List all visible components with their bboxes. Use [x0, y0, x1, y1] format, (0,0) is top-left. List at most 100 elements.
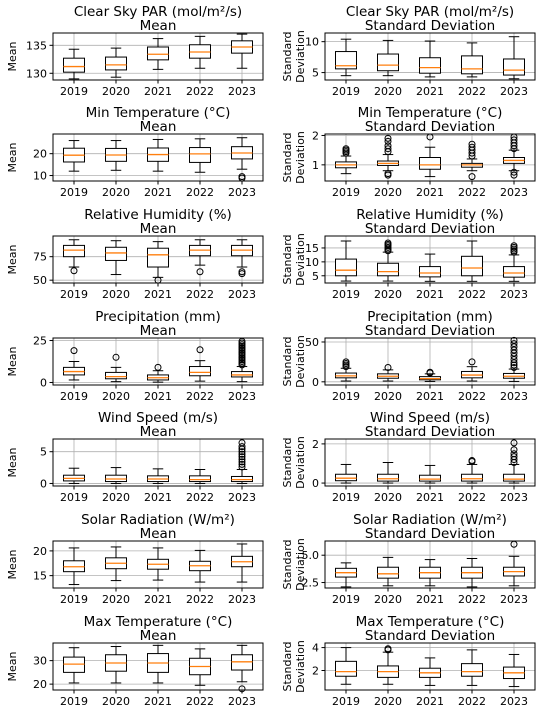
box-iqr [503, 266, 525, 278]
box-2021 [419, 464, 441, 484]
box-2023 [231, 239, 253, 278]
chart-panel: Solar Radiation (W/m²)Standard Deviation… [281, 512, 536, 606]
box-2022 [461, 42, 483, 78]
y-tick-label: 0 [312, 376, 319, 389]
x-tick-label: 2023 [500, 288, 528, 301]
chart-title: Max Temperature (°C) [84, 614, 233, 630]
box-2020 [377, 239, 399, 282]
outlier-point [510, 168, 518, 176]
x-tick-label: 2020 [374, 491, 402, 504]
x-tick-label: 2021 [144, 85, 172, 98]
box-2022 [189, 35, 211, 69]
x-tick-label: 2020 [102, 288, 130, 301]
y-tick-label: 0 [312, 477, 319, 490]
box-iqr [377, 53, 399, 72]
box-iqr [189, 366, 211, 377]
box-2023 [231, 543, 253, 583]
x-tick-label: 2021 [144, 390, 172, 403]
outlier-point [238, 268, 246, 276]
box-2020 [105, 467, 127, 484]
x-tick-label: 2021 [416, 593, 444, 606]
outlier-point [384, 239, 392, 247]
box-2022 [189, 138, 211, 173]
box-2020 [105, 140, 127, 171]
box-iqr [461, 663, 483, 677]
x-tick-label: 2022 [186, 593, 214, 606]
outlier-point [384, 142, 392, 150]
y-tick-label: 2.5 [302, 577, 320, 590]
outlier-point [238, 270, 246, 278]
box-2023 [503, 36, 525, 80]
chart-title: Clear Sky PAR (mol/m²/s) [346, 4, 514, 20]
x-tick-label: 2020 [374, 288, 402, 301]
x-tick-label: 2021 [144, 695, 172, 708]
y-tick-label: 2 [312, 665, 319, 678]
outlier-point [238, 458, 246, 466]
x-tick-label: 2021 [144, 491, 172, 504]
x-tick-label: 2023 [228, 85, 256, 98]
x-tick-label: 2019 [60, 186, 88, 199]
x-tick-label: 2021 [144, 288, 172, 301]
outlier-point [510, 453, 518, 461]
box-2021 [147, 241, 169, 284]
box-2019 [63, 140, 85, 172]
box-iqr [105, 371, 127, 380]
x-tick-label: 2020 [102, 390, 130, 403]
y-axis-label: StandardDeviation [281, 233, 307, 286]
x-tick-label: 2020 [374, 186, 402, 199]
y-tick-label: 50 [305, 336, 319, 349]
box-2022 [461, 649, 483, 686]
box-2022 [189, 648, 211, 686]
box-iqr [147, 247, 169, 268]
box-2023 [503, 242, 525, 282]
outlier-point [510, 446, 518, 454]
x-tick-label: 2022 [458, 186, 486, 199]
x-tick-label: 2019 [60, 288, 88, 301]
x-tick-label: 2022 [458, 491, 486, 504]
outlier-point [238, 453, 246, 461]
chart-title: Wind Speed (m/s) [370, 410, 490, 426]
y-tick-label: 1 [312, 159, 319, 172]
outlier-point [468, 457, 476, 465]
y-axis-label: Mean [6, 142, 19, 172]
box-2020 [377, 645, 399, 685]
y-tick-label: 25 [33, 335, 47, 348]
chart-title: Precipitation (mm) [95, 309, 221, 325]
box-2020 [377, 39, 399, 77]
outlier-point [510, 336, 518, 344]
y-tick-label: 15 [33, 570, 47, 583]
box-iqr [231, 371, 253, 378]
box-iqr [461, 55, 483, 75]
box-2019 [63, 347, 85, 381]
outlier-point [238, 443, 246, 451]
box-2023 [231, 337, 253, 383]
chart-subtitle: Mean [140, 628, 177, 644]
outlier-point [112, 353, 120, 361]
chart-title: Relative Humidity (%) [84, 207, 232, 223]
x-tick-label: 2023 [228, 390, 256, 403]
box-2022 [189, 549, 211, 583]
box-2020 [105, 240, 127, 276]
chart-title: Wind Speed (m/s) [98, 410, 218, 426]
chart-title: Solar Radiation (W/m²) [353, 512, 507, 528]
box-iqr [189, 475, 211, 483]
x-tick-label: 2019 [60, 390, 88, 403]
box-iqr [377, 262, 399, 277]
box-2020 [377, 556, 399, 587]
y-tick-label: 20 [33, 148, 47, 161]
outlier-point [384, 145, 392, 153]
chart-subtitle: Standard Deviation [365, 119, 495, 135]
box-2023 [503, 439, 525, 484]
box-2022 [461, 457, 483, 484]
outlier-point [342, 145, 350, 153]
x-tick-label: 2019 [332, 695, 360, 708]
chart-subtitle: Mean [140, 221, 177, 237]
box-2022 [461, 240, 483, 282]
x-tick-label: 2021 [144, 186, 172, 199]
box-2021 [419, 253, 441, 282]
x-tick-label: 2023 [500, 186, 528, 199]
